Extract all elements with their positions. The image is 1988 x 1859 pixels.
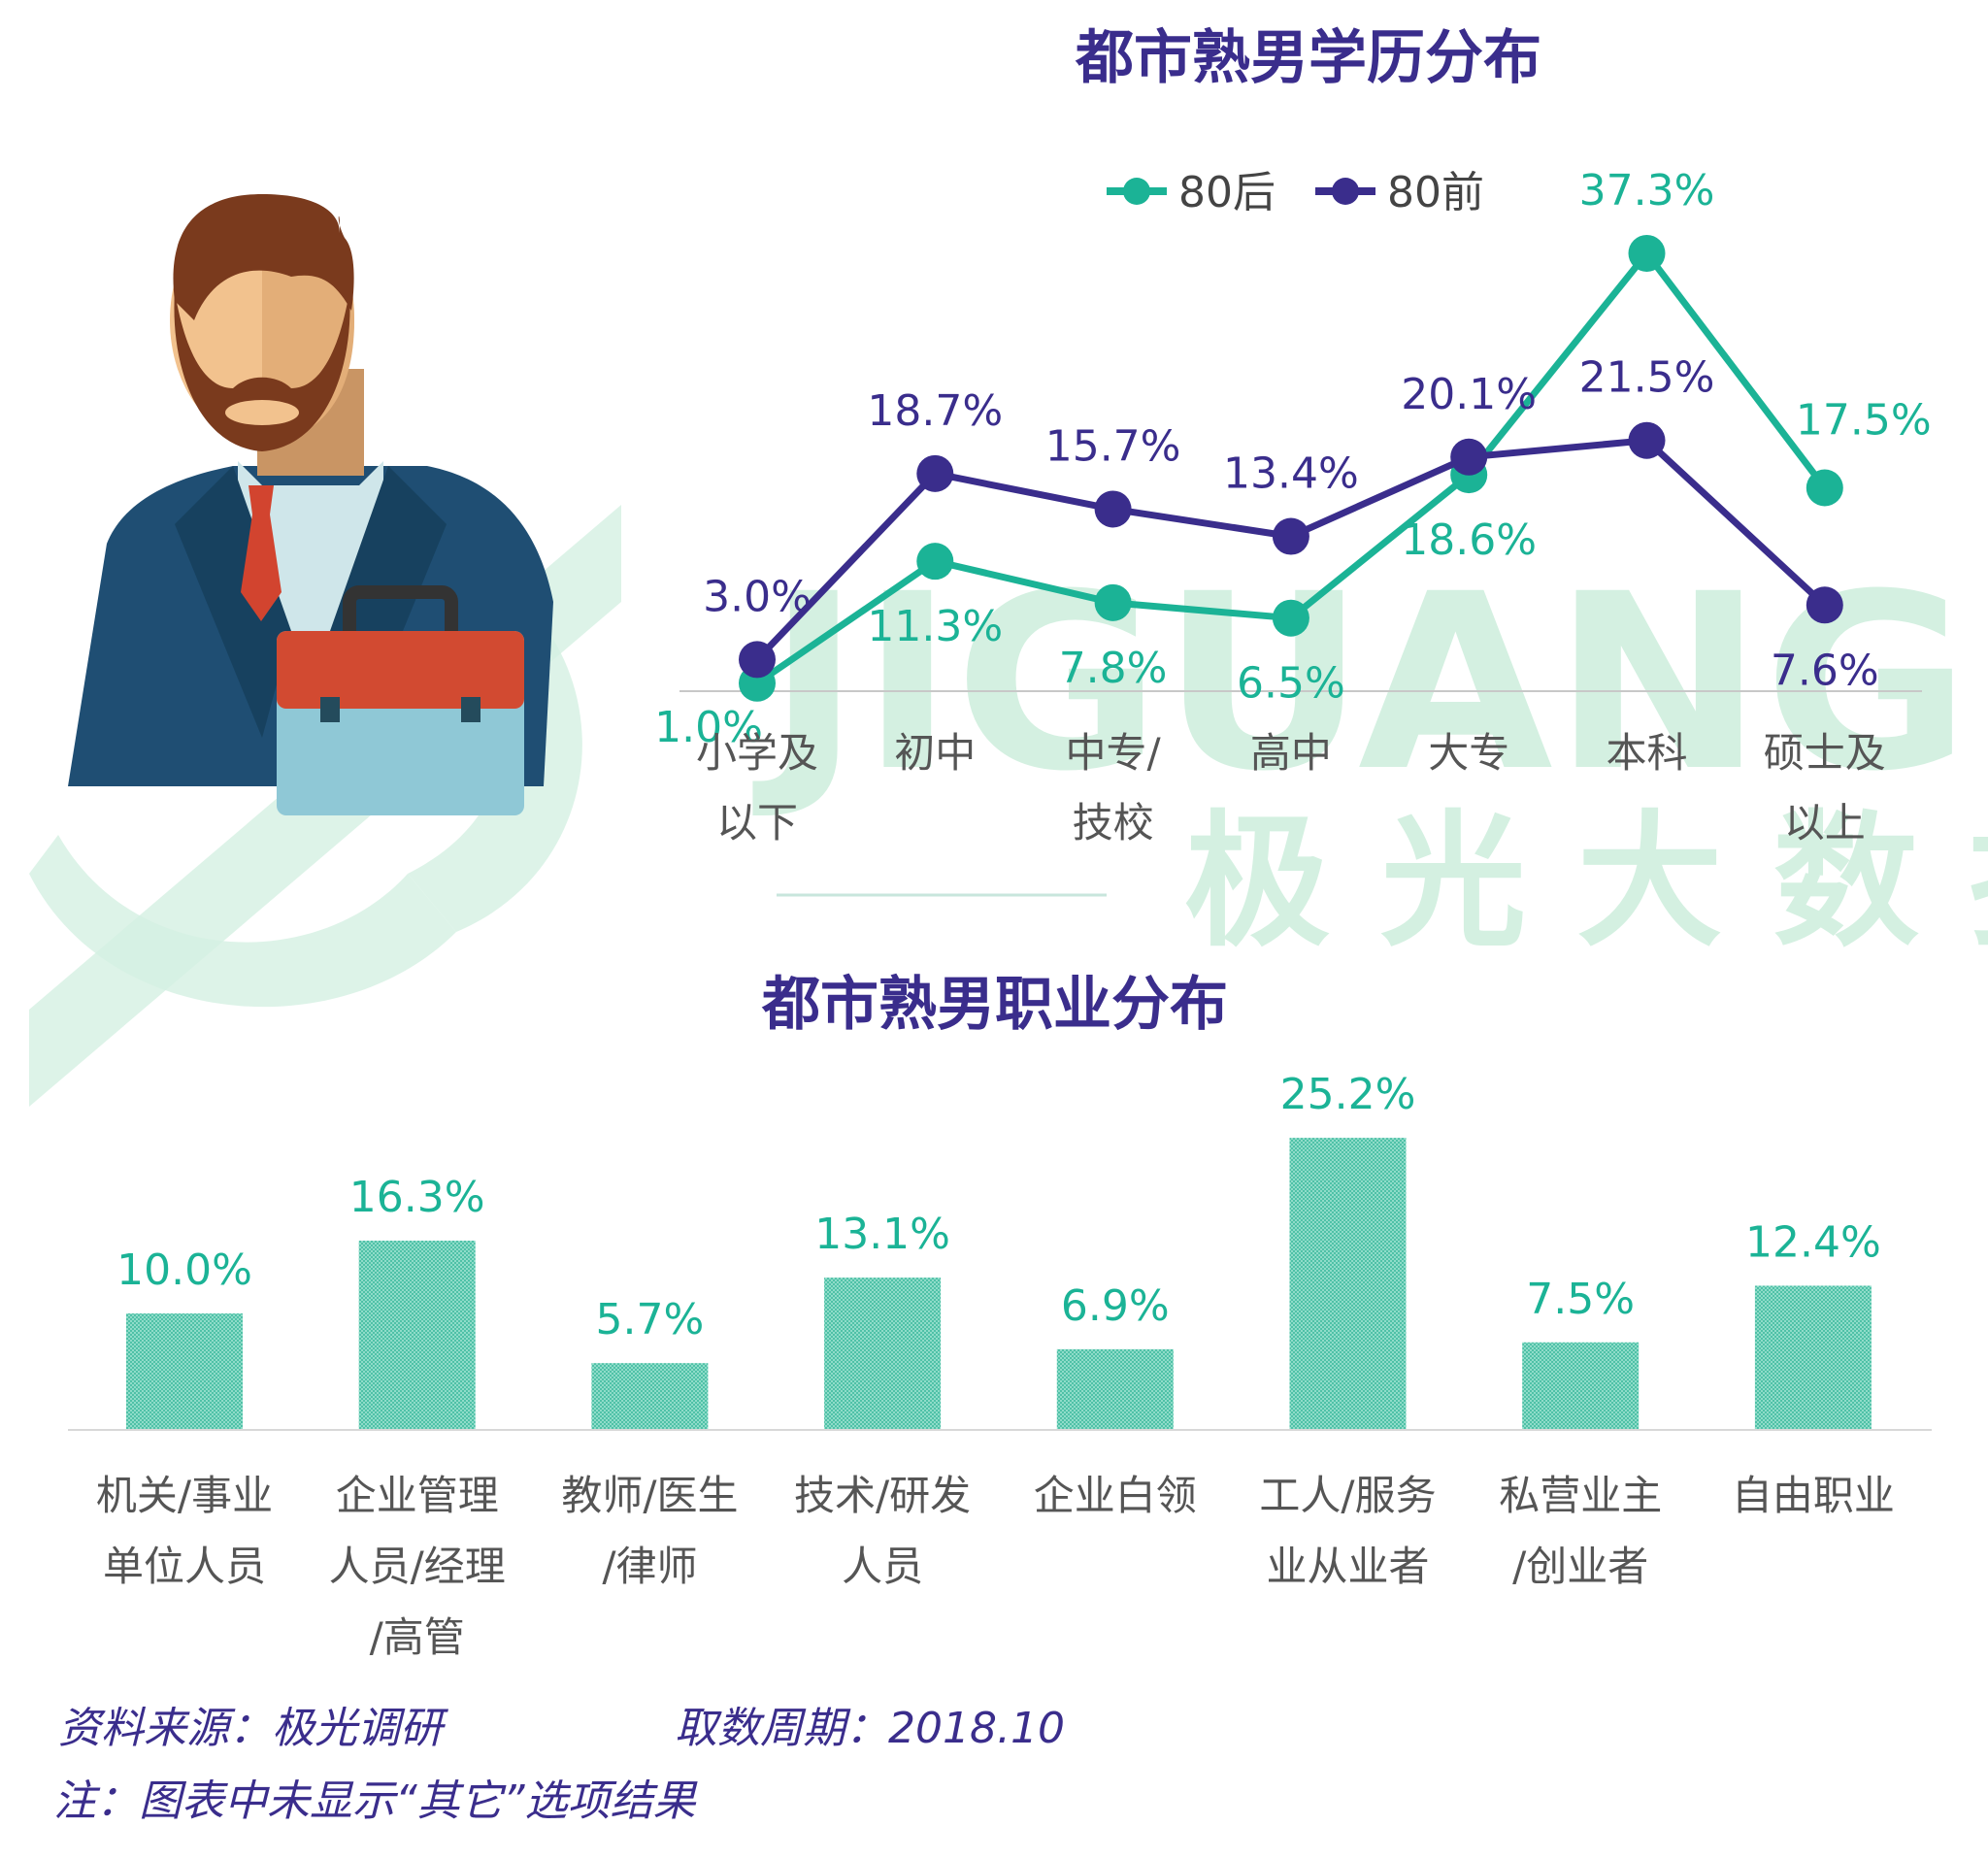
period-note: 取数周期：2018.10 [675,1704,1065,1753]
line-plot-area: 3.0% 18.7% 15.7% 13.4% 20.1% 21.5% 7.6% 1.0% 11.… [654,166,1932,847]
bar-value-label-8: 12.4% [1745,1217,1881,1267]
bar-value-label-5: 6.9% [1061,1281,1170,1331]
category-label-3-1: 中专/ [1066,729,1162,777]
chart-title: 都市熟男学历分布 [1075,24,1541,92]
value-label-80after-4: 6.5% [1237,659,1345,709]
bar-category-label-6-1: 工人/服务 [1259,1472,1436,1519]
bar-3 [591,1363,709,1429]
data-point-2-1 [739,641,776,679]
value-label-80before-5: 20.1% [1401,370,1537,419]
data-point-1-2 [916,543,954,581]
watermark-brand: JIGUANG [751,542,1971,824]
bar-4 [824,1278,942,1429]
bar-7 [1522,1342,1640,1429]
value-label-80after-2: 11.3% [867,602,1003,651]
bar-value-label-7: 7.5% [1526,1275,1635,1324]
bar-category-label-4-2: 人员 [842,1543,923,1590]
bar-value-label-3: 5.7% [596,1295,705,1344]
value-label-80before-3: 15.7% [1045,421,1181,471]
data-point-2-3 [1094,490,1132,528]
bar-category-label-7-1: 私营业主 [1499,1472,1662,1519]
bar-category-label-2-3: /高管 [370,1613,465,1661]
bar-category-label-2-2: 人员/经理 [329,1543,506,1590]
bar-value-label-1: 10.0% [116,1245,252,1295]
data-point-1-7 [1806,469,1843,507]
value-label-80before-4: 13.4% [1223,449,1359,499]
businessman-illustration [68,194,553,815]
data-point-2-6 [1628,421,1666,459]
source-note: 资料来源：极光调研 [58,1704,448,1753]
category-label-4-1: 高中 [1250,729,1332,777]
bar-2 [358,1241,476,1429]
bar-category-label-1-2: 单位人员 [103,1543,266,1590]
chart-legend: 80后 80前 [1107,168,1484,217]
category-label-5-1: 大专 [1428,729,1509,777]
value-label-80after-3: 7.8% [1059,644,1168,693]
data-point-2-7 [1806,586,1843,624]
bar-5 [1056,1348,1174,1429]
footnote: 注：图表中未显示“其它”选项结果 [53,1776,699,1826]
value-label-80after-5: 18.6% [1401,515,1537,565]
category-label-7-1: 硕士及 [1764,729,1886,777]
data-point-1-4 [1272,599,1309,637]
data-point-1-6 [1628,234,1666,272]
bar-category-label-6-2: 业从业者 [1266,1543,1429,1590]
bar-category-label-4-1: 技术/研发 [794,1472,971,1519]
category-label-2-1: 初中 [894,729,976,777]
value-label-80before-1: 3.0% [703,572,812,621]
category-label-6-1: 本科 [1606,729,1687,777]
data-point-2-5 [1450,438,1488,476]
category-label-3-2: 技校 [1073,799,1154,847]
bar-8 [1754,1285,1872,1429]
chart-title: 都市熟男职业分布 [761,971,1228,1039]
bar-category-label-8-1: 自由职业 [1732,1472,1895,1519]
watermark-brand-cn: 极 光 大 数 据 [1184,798,1988,967]
bar-category-label-5-1: 企业白领 [1034,1472,1197,1519]
bar-category-label-3-2: /律师 [602,1543,697,1590]
category-label-1-1: 小学及 [696,729,818,777]
footer: 资料来源：极光调研 取数周期：2018.10 注：图表中未显示“其它”选项结果 [53,1704,1065,1826]
legend-label-2: 80前 [1387,168,1484,217]
data-point-2-2 [916,454,954,492]
bar-category-label-2-1: 企业管理 [336,1472,499,1519]
legend-marker-1 [1123,178,1150,205]
bar-category-label-3-1: 教师/医生 [561,1472,738,1519]
data-point-2-4 [1272,517,1309,555]
bar-1 [126,1313,243,1429]
value-label-80before-2: 18.7% [867,386,1003,436]
legend-marker-2 [1332,178,1359,205]
value-label-80after-6: 37.3% [1579,166,1715,216]
data-point-1-3 [1094,583,1132,621]
value-label-80after-1: 1.0% [654,703,763,752]
value-label-80before-7: 7.6% [1771,646,1879,695]
category-label-7-2: 以上 [1784,799,1866,847]
bar-category-label-7-2: /创业者 [1512,1543,1648,1590]
value-label-80before-6: 21.5% [1579,353,1715,403]
bar-value-label-6: 25.2% [1280,1070,1416,1119]
category-label-1-2: 以下 [716,799,798,847]
bar-category-label-1-1: 机关/事业 [96,1472,273,1519]
bar-value-label-4: 13.1% [814,1210,950,1259]
bar-6 [1289,1138,1407,1429]
bar-value-label-2: 16.3% [349,1173,485,1222]
education-chart: 都市熟男学历分布 80后 80前 3.0% 18.7% 15.7% 13.4% 20.1%… [654,24,1932,897]
legend-label-1: 80后 [1178,168,1276,217]
value-label-80after-7: 17.5% [1796,396,1932,446]
